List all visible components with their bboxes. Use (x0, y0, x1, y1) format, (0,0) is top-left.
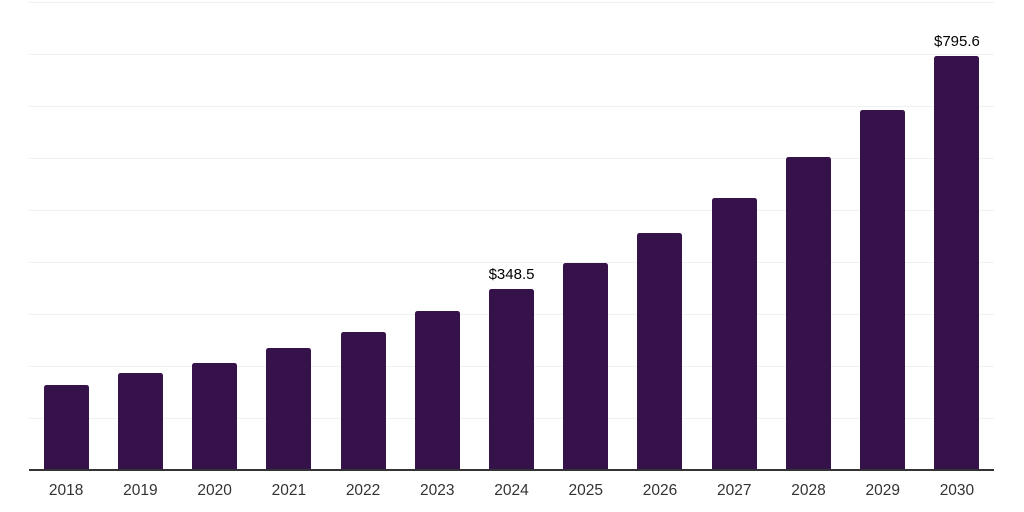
bar-slot-2018 (29, 2, 103, 470)
bar-slot-2028 (771, 2, 845, 470)
bar-2029[interactable] (860, 109, 906, 470)
bar-slot-2023 (400, 2, 474, 470)
bar-2023[interactable] (414, 310, 460, 470)
x-tick-2025: 2025 (568, 482, 603, 499)
x-tick-2023: 2023 (420, 482, 455, 499)
x-axis-labels: 2018 2019 2020 2021 2022 2023 2024 2025 2026 2027… (29, 481, 994, 501)
bar-2027[interactable] (711, 198, 757, 470)
bar-2028[interactable] (785, 156, 831, 470)
x-tick-2019: 2019 (123, 482, 158, 499)
x-tick-2021: 2021 (271, 482, 307, 499)
bar-2025[interactable] (563, 263, 609, 470)
bar-slot-2026 (623, 2, 697, 470)
bar-2030[interactable] (934, 56, 980, 470)
bar-2026[interactable] (637, 232, 683, 470)
x-tick-2026: 2026 (642, 482, 678, 499)
gridline-800 (29, 54, 994, 55)
bar-slot-2019 (103, 2, 177, 470)
bar-2019[interactable] (117, 373, 163, 470)
x-axis-line (29, 469, 994, 471)
bar-slot-2020 (177, 2, 251, 470)
bar-2020[interactable] (192, 362, 238, 470)
gridline-700 (29, 106, 994, 107)
x-tick-2018: 2018 (48, 482, 84, 499)
bars-container: $348.5 $795.6 (29, 2, 994, 470)
plot-area: $348.5 $795.6 (29, 2, 994, 471)
x-tick-2020: 2020 (197, 482, 232, 499)
x-tick-2024: 2024 (494, 482, 529, 499)
gridline-400 (29, 262, 994, 263)
gridline-900 (29, 2, 994, 3)
bar-2024[interactable] (489, 288, 535, 470)
bar-slot-2027 (697, 2, 771, 470)
bar-slot-2029 (846, 2, 920, 470)
gridline-600 (29, 157, 994, 159)
bar-value-label-2024: $348.5 (488, 265, 535, 283)
bar-value-label-2030: $795.6 (933, 33, 980, 51)
bar-slot-2030: $795.6 (920, 2, 994, 470)
x-tick-2029: 2029 (865, 482, 900, 499)
bar-slot-2022 (326, 2, 400, 470)
x-tick-2030: 2030 (939, 482, 975, 499)
gridline-500 (29, 210, 994, 211)
bar-slot-2024: $348.5 (474, 2, 548, 470)
bar-2022[interactable] (340, 331, 386, 470)
x-tick-2027: 2027 (716, 482, 752, 499)
bar-slot-2021 (252, 2, 326, 470)
x-tick-2028: 2028 (791, 482, 826, 499)
bar-2018[interactable] (43, 384, 89, 470)
x-tick-2022: 2022 (345, 482, 381, 499)
bar-2021[interactable] (266, 348, 312, 470)
bar-slot-2025 (549, 2, 623, 470)
